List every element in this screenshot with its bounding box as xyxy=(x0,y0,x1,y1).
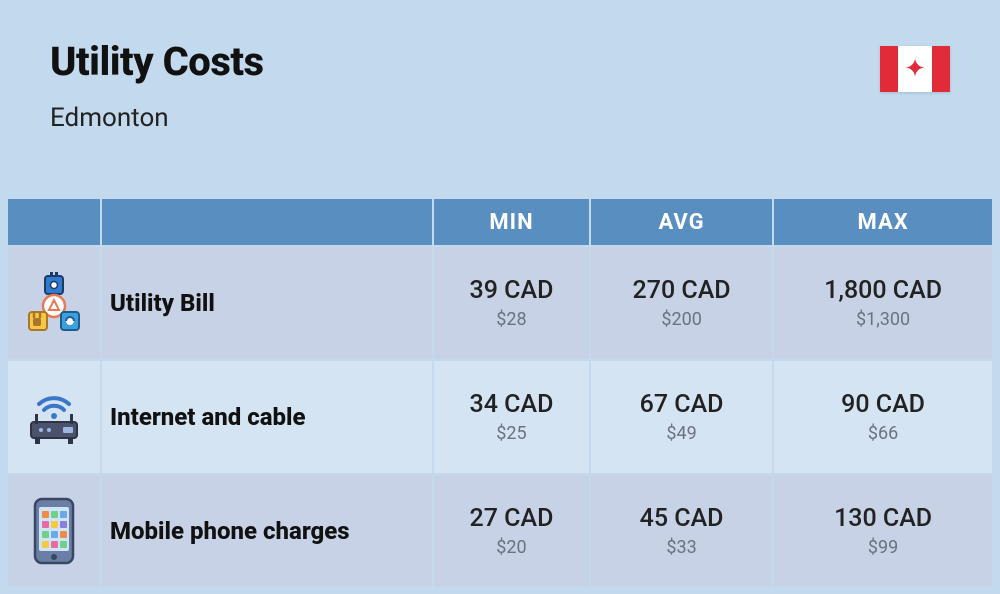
value-primary: 39 CAD xyxy=(434,276,589,305)
value-primary: 67 CAD xyxy=(591,390,772,419)
col-avg: AVG xyxy=(591,199,772,245)
cell-avg: 45 CAD $33 xyxy=(591,475,772,587)
value-primary: 1,800 CAD xyxy=(774,276,992,305)
table-header-row: MIN AVG MAX xyxy=(8,199,992,245)
cell-min: 39 CAD $28 xyxy=(434,247,589,359)
phone-icon xyxy=(8,475,100,587)
value-secondary: $20 xyxy=(434,537,589,558)
value-secondary: $200 xyxy=(591,309,772,330)
col-min: MIN xyxy=(434,199,589,245)
cell-max: 90 CAD $66 xyxy=(774,361,992,473)
value-secondary: $33 xyxy=(591,537,772,558)
row-label: Internet and cable xyxy=(102,361,432,473)
cell-min: 27 CAD $20 xyxy=(434,475,589,587)
value-primary: 130 CAD xyxy=(774,504,992,533)
cell-avg: 270 CAD $200 xyxy=(591,247,772,359)
row-label: Utility Bill xyxy=(102,247,432,359)
value-primary: 270 CAD xyxy=(591,276,772,305)
cell-avg: 67 CAD $49 xyxy=(591,361,772,473)
cell-min: 34 CAD $25 xyxy=(434,361,589,473)
row-label: Mobile phone charges xyxy=(102,475,432,587)
canada-flag-icon: ✦ xyxy=(880,46,950,92)
cell-max: 1,800 CAD $1,300 xyxy=(774,247,992,359)
page-title: Utility Costs xyxy=(50,38,264,85)
table-row: Mobile phone charges 27 CAD $20 45 CAD $… xyxy=(8,475,992,587)
cell-max: 130 CAD $99 xyxy=(774,475,992,587)
value-primary: 34 CAD xyxy=(434,390,589,419)
value-secondary: $25 xyxy=(434,423,589,444)
page-subtitle: Edmonton xyxy=(50,103,264,133)
value-secondary: $1,300 xyxy=(774,309,992,330)
table-row: Utility Bill 39 CAD $28 270 CAD $200 1,8… xyxy=(8,247,992,359)
value-secondary: $28 xyxy=(434,309,589,330)
value-secondary: $49 xyxy=(591,423,772,444)
value-secondary: $66 xyxy=(774,423,992,444)
value-primary: 45 CAD xyxy=(591,504,772,533)
header: Utility Costs Edmonton ✦ xyxy=(0,0,1000,153)
header-empty-label xyxy=(102,199,432,245)
col-max: MAX xyxy=(774,199,992,245)
header-empty-icon xyxy=(8,199,100,245)
title-block: Utility Costs Edmonton xyxy=(50,38,264,133)
value-secondary: $99 xyxy=(774,537,992,558)
value-primary: 90 CAD xyxy=(774,390,992,419)
utilities-icon xyxy=(8,247,100,359)
router-icon xyxy=(8,361,100,473)
value-primary: 27 CAD xyxy=(434,504,589,533)
table-row: Internet and cable 34 CAD $25 67 CAD $49… xyxy=(8,361,992,473)
costs-table: MIN AVG MAX Utility Bill 39 CAD $28 xyxy=(6,197,994,589)
